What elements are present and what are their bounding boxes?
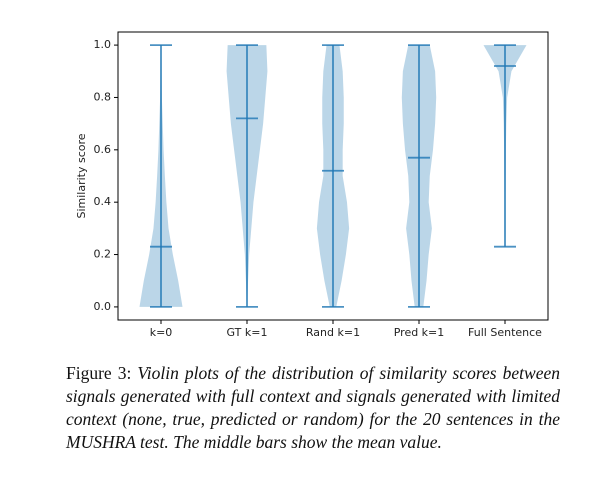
x-tick-label: Full Sentence [468, 326, 542, 339]
y-tick-label: 1.0 [94, 38, 112, 51]
x-tick-label: Rand k=1 [306, 326, 360, 339]
x-tick-label: GT k=1 [227, 326, 268, 339]
plot-frame [117, 31, 549, 321]
y-tick-label: 0.2 [94, 248, 112, 261]
y-tick-label: 0.8 [94, 90, 112, 103]
x-tick-label: k=0 [150, 326, 173, 339]
x-tick-label: Pred k=1 [394, 326, 445, 339]
caption: Figure 3: Violin plots of the distributi… [66, 362, 560, 454]
y-tick-label: 0.6 [94, 143, 112, 156]
y-tick-label: 0.4 [94, 195, 112, 208]
chart: Similarity score 0.0 0.2 0.4 0.6 0.8 1.0 k=0 GT… [75, 31, 549, 339]
caption-label: Figure 3: [66, 363, 132, 383]
caption-text: Violin plots of the distribution of simi… [66, 363, 560, 452]
y-tick-label: 0.0 [94, 300, 112, 313]
y-axis-label: Similarity score [75, 133, 88, 218]
